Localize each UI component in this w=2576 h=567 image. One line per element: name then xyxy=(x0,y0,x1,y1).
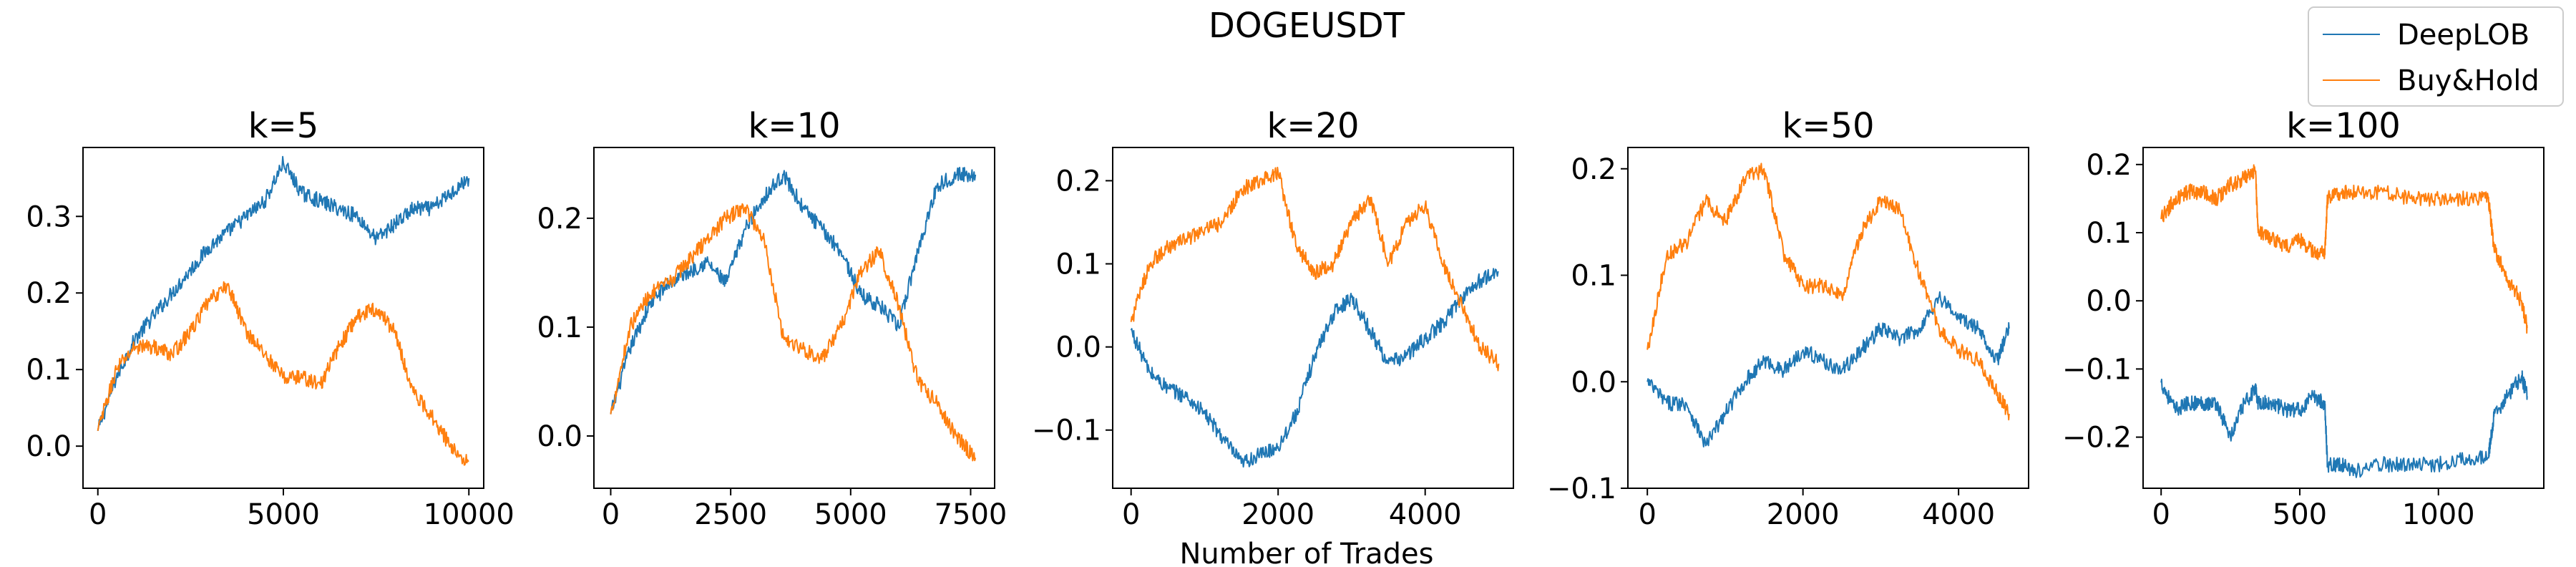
legend-label-deeplob: DeepLOB xyxy=(2397,19,2529,52)
x-tick-label: 500 xyxy=(2273,498,2327,531)
y-tick-label: 0.1 xyxy=(2086,217,2132,250)
x-tick-label: 10000 xyxy=(424,498,514,531)
x-tick-label: 4000 xyxy=(1389,498,1462,531)
axes-frame xyxy=(1627,147,2029,489)
subplot-title: k=20 xyxy=(1267,106,1359,146)
figure-xlabel: Number of Trades xyxy=(1179,538,1433,567)
x-tick-label: 0 xyxy=(1122,498,1140,531)
subplot-4: k=50 0 2000 4000 −0.1 0.0 0.1 0.2 xyxy=(1547,106,2029,531)
y-tick-label: 0.2 xyxy=(537,203,582,236)
subplot-title: k=100 xyxy=(2286,106,2401,146)
x-tick-label: 5000 xyxy=(247,498,320,531)
series-line-buy-hold xyxy=(1130,166,1500,372)
y-tick-label: 0.3 xyxy=(26,200,72,233)
legend-frame xyxy=(2308,6,2564,107)
x-tick-label: 5000 xyxy=(814,498,887,531)
x-tick-label: 2500 xyxy=(694,498,767,531)
subplot-title: k=10 xyxy=(748,106,840,146)
x-tick-label: 0 xyxy=(89,498,107,531)
y-tick-label: 0.0 xyxy=(1571,366,1616,399)
subplot-2: k=10 0 2500 5000 7500 0.0 0.1 0.2 xyxy=(537,106,1007,531)
series-line-buy-hold xyxy=(2160,164,2528,334)
y-tick-label: −0.1 xyxy=(1547,472,1616,505)
x-tick-label: 2000 xyxy=(1767,498,1840,531)
y-tick-label: 0.0 xyxy=(26,430,72,463)
y-tick-label: 0.1 xyxy=(537,311,582,344)
subplot-3: k=20 0 2000 4000 −0.1 0.0 0.1 0.2 xyxy=(1032,106,1514,531)
series-group xyxy=(97,155,470,466)
series-group xyxy=(610,167,977,462)
x-tick-label: 0 xyxy=(2152,498,2170,531)
series-group xyxy=(1130,166,1500,468)
axes-frame xyxy=(82,147,484,489)
subplot-5: k=100 0 500 1000 −0.2 −0.1 0.0 0.1 0.2 xyxy=(2062,106,2545,531)
axes-frame xyxy=(593,147,995,489)
y-tick-label: −0.2 xyxy=(2062,422,2132,455)
y-tick-label: 0.1 xyxy=(1055,248,1101,281)
subplot-title: k=50 xyxy=(1782,106,1874,146)
x-tick-label: 0 xyxy=(1638,498,1656,531)
axes-frame xyxy=(2142,147,2545,489)
x-tick-label: 1000 xyxy=(2402,498,2475,531)
series-line-buy-hold xyxy=(97,281,469,466)
x-tick-label: 0 xyxy=(602,498,620,531)
y-tick-label: 0.0 xyxy=(537,420,582,453)
series-group xyxy=(2160,164,2528,478)
y-tick-label: 0.2 xyxy=(1055,165,1101,198)
legend: DeepLOB Buy&Hold xyxy=(2308,6,2564,107)
y-tick-label: −0.1 xyxy=(1032,415,1101,447)
x-tick-label: 2000 xyxy=(1241,498,1314,531)
y-tick-label: −0.1 xyxy=(2062,353,2132,386)
y-tick-label: 0.0 xyxy=(1055,331,1101,364)
y-tick-label: 0.1 xyxy=(1571,260,1616,293)
y-tick-label: 0.2 xyxy=(2086,149,2132,182)
x-tick-label: 7500 xyxy=(935,498,1008,531)
series-line-deeplob xyxy=(1130,268,1499,468)
y-tick-label: 0.1 xyxy=(26,354,72,387)
y-tick-label: 0.2 xyxy=(1571,153,1616,186)
series-line-deeplob xyxy=(1646,291,2010,447)
y-tick-label: 0.2 xyxy=(26,277,72,310)
series-line-buy-hold xyxy=(610,203,977,462)
series-line-deeplob xyxy=(97,155,470,431)
legend-label-buyhold: Buy&Hold xyxy=(2397,64,2540,97)
subplot-1: k=5 0 5000 10000 0.0 0.1 0.2 0.3 xyxy=(26,106,514,531)
axes-frame xyxy=(1112,147,1514,489)
figure-title: DOGEUSDT xyxy=(1209,6,1405,46)
series-line-buy-hold xyxy=(1646,163,2010,421)
y-tick-label: 0.0 xyxy=(2086,285,2132,318)
x-tick-label: 4000 xyxy=(1922,498,1995,531)
series-line-deeplob xyxy=(2160,370,2528,478)
subplot-title: k=5 xyxy=(248,106,319,146)
series-group xyxy=(1646,163,2010,447)
